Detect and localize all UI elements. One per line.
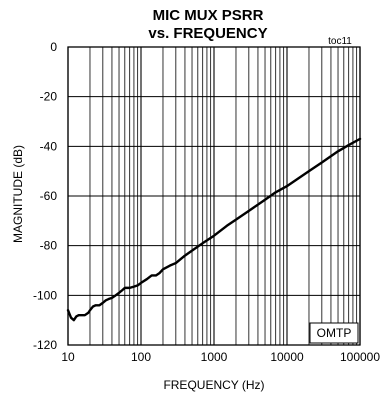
chart-tag: toc11 <box>328 36 352 47</box>
y-tick-label: -60 <box>40 189 58 203</box>
chart-title: MIC MUX PSRR <box>153 7 264 24</box>
y-tick-label: 0 <box>50 40 57 54</box>
y-axis-label: MAGNITUDE (dB) <box>11 145 25 243</box>
omtp-box <box>309 322 359 344</box>
y-tick-label: -100 <box>33 288 57 302</box>
chart-subtitle: vs. FREQUENCY <box>148 25 267 42</box>
x-tick-label: 10000 <box>270 350 304 364</box>
y-tick-label: -20 <box>40 90 58 104</box>
x-tick-label: 100000 <box>340 350 380 364</box>
tick-layer: 10 100 1000 10000 100000 0 -20 -40 -60 -80 -100 -12… <box>33 40 380 364</box>
y-tick-label: -40 <box>40 139 58 153</box>
y-tick-label: -80 <box>40 239 58 253</box>
series-layer <box>66 137 362 322</box>
x-tick-label: 100 <box>131 350 151 364</box>
plot-border <box>67 46 361 346</box>
y-tick-label: -120 <box>33 338 57 352</box>
omtp-label: OMTP <box>317 326 352 340</box>
plot-border-layer <box>67 46 361 346</box>
x-tick-label: 10 <box>61 350 75 364</box>
x-axis-label: FREQUENCY (Hz) <box>163 378 264 392</box>
psrr-series-line <box>66 137 362 322</box>
x-tick-label: 1000 <box>201 350 228 364</box>
